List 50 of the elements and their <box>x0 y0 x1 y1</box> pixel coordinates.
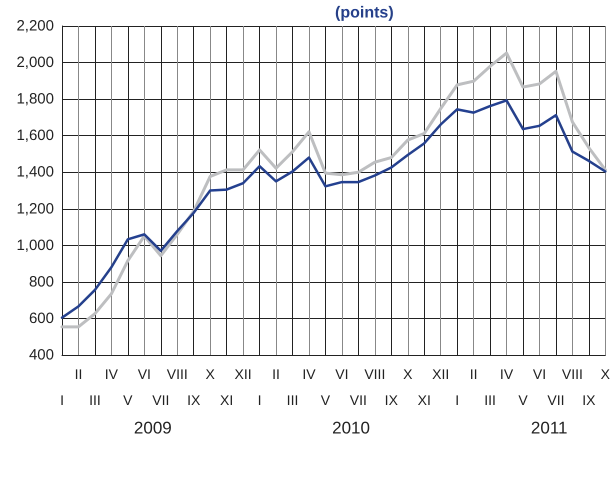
x-tick-label: X <box>206 366 216 382</box>
x-tick-label: VIII <box>364 366 386 382</box>
x-tick-label: VI <box>532 366 546 382</box>
x-tick-label: III <box>484 392 496 408</box>
line-series <box>60 99 607 319</box>
x-tick-label: VIII <box>562 366 583 382</box>
x-tick-label: VIII <box>166 366 188 382</box>
x-tick-label: II <box>74 366 82 382</box>
line-series <box>60 52 607 328</box>
y-tick-label: 1,200 <box>16 200 54 218</box>
y-tick-label: 400 <box>28 346 54 364</box>
x-tick-label: XI <box>220 392 234 408</box>
y-tick-label: 1,800 <box>16 90 54 108</box>
text: 2010 <box>332 418 370 438</box>
text: 2011 <box>530 418 568 438</box>
x-tick-label: V <box>320 392 331 408</box>
y-tick-label: 600 <box>28 310 54 327</box>
x-tick-label: IX <box>582 392 596 408</box>
x-tick-label: X <box>600 366 611 382</box>
x-tick-label: I <box>60 392 64 408</box>
x-tick-label: VII <box>350 392 367 408</box>
x-tick-label: X <box>403 366 414 382</box>
text: 2009 <box>134 418 172 438</box>
x-tick-label: V <box>518 392 528 408</box>
x-tick-label: XII <box>234 366 252 382</box>
x-tick-label: IX <box>384 392 399 408</box>
x-tick-label: II <box>272 366 280 382</box>
x-tick-label: II <box>470 366 478 382</box>
x-tick-label: XI <box>418 392 431 408</box>
x-tick-label: I <box>455 392 460 408</box>
x-tick-label: III <box>286 392 298 408</box>
x-tick-label: IV <box>104 366 119 382</box>
y-tick-label: 2,200 <box>16 18 54 34</box>
x-tick-label: III <box>89 392 101 408</box>
x-tick-label: VII <box>547 392 564 408</box>
y-tick-label: 1,000 <box>16 236 54 254</box>
y-tick-label: 800 <box>28 273 54 290</box>
y-tick-label: 1,400 <box>16 164 54 181</box>
x-tick-label: VI <box>335 366 349 382</box>
x-tick-label: V <box>123 392 134 408</box>
x-tick-label: XII <box>432 366 450 382</box>
x-tick-label: VII <box>152 392 170 408</box>
x-tick-label: I <box>258 392 262 408</box>
chart-title: (points) <box>335 4 394 22</box>
x-tick-label: IV <box>302 366 316 382</box>
y-tick-label: 2,000 <box>16 54 54 72</box>
x-tick-label: IX <box>187 392 201 408</box>
x-tick-label: IV <box>500 366 514 382</box>
y-tick-label: 1,600 <box>16 127 54 144</box>
x-tick-label: VI <box>138 366 151 382</box>
